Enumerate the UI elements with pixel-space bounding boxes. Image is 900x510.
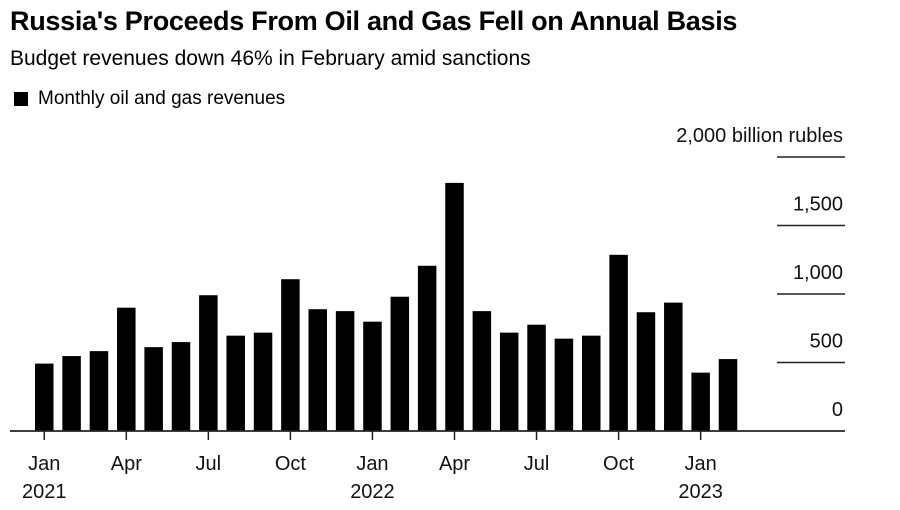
bars (35, 182, 738, 431)
bar-2022-12 (664, 302, 683, 431)
legend: Monthly oil and gas revenues (14, 88, 285, 110)
bar-2021-12 (335, 311, 355, 431)
bar-2022-09 (582, 335, 601, 431)
x-tick-month: Oct (275, 453, 307, 475)
bar-2022-08 (554, 338, 574, 431)
chart-title: Russia's Proceeds From Oil and Gas Fell … (10, 6, 738, 36)
y-tick-label: 0 (832, 399, 843, 421)
x-tick-month: Jul (196, 453, 222, 475)
bar-2022-01 (363, 321, 382, 431)
bar-2021-10 (281, 279, 300, 431)
x-tick-month: Jan (28, 453, 60, 475)
bar-2022-04 (445, 182, 464, 431)
bar-2021-06 (171, 342, 191, 431)
x-tick-month: Apr (111, 453, 142, 475)
bar-2022-05 (472, 311, 492, 431)
bar-2021-04 (117, 307, 136, 431)
gridlines (777, 156, 845, 364)
bar-2021-05 (144, 347, 163, 431)
x-axis: Jan 2021 Apr Jul Oct Jan 2022 Apr Jul Oct Jan 2023 (10, 430, 845, 503)
chart-subtitle: Budget revenues down 46% in February ami… (10, 47, 531, 70)
bar-2022-10 (609, 254, 628, 431)
y-axis-labels: 0 500 1,000 1,500 2,000 billion rubles (676, 125, 843, 421)
x-tick-year: 2021 (22, 481, 67, 503)
y-tick-label: 1,000 (793, 262, 843, 284)
x-tick-month: Jan (356, 453, 388, 475)
bar-2021-07 (199, 295, 218, 431)
bar-2021-09 (253, 332, 273, 431)
x-tick-month: Apr (439, 453, 470, 475)
x-tick-year: 2023 (678, 481, 723, 503)
legend-label: Monthly oil and gas revenues (38, 88, 286, 109)
x-tick-month: Jul (524, 453, 550, 475)
bar-2023-02 (718, 359, 738, 431)
x-tick-month: Oct (603, 453, 635, 475)
y-tick-label: 2,000 billion rubles (676, 125, 843, 147)
x-tick-month: Jan (685, 453, 717, 475)
bar-2022-06 (499, 332, 519, 431)
bar-2021-11 (308, 309, 327, 431)
bar-2022-02 (390, 296, 410, 431)
bar-2023-01 (691, 372, 710, 431)
bar-2021-01 (35, 363, 54, 431)
bar-2021-02 (62, 356, 81, 431)
bar-2022-03 (417, 265, 437, 431)
y-tick-label: 500 (810, 331, 843, 353)
bar-2021-03 (89, 351, 109, 431)
x-tick-year: 2022 (350, 481, 395, 503)
legend-swatch (14, 92, 28, 106)
bar-2022-07 (527, 324, 546, 431)
bar-2021-08 (226, 335, 245, 431)
y-tick-label: 1,500 (793, 194, 843, 216)
bar-2022-11 (636, 312, 656, 431)
